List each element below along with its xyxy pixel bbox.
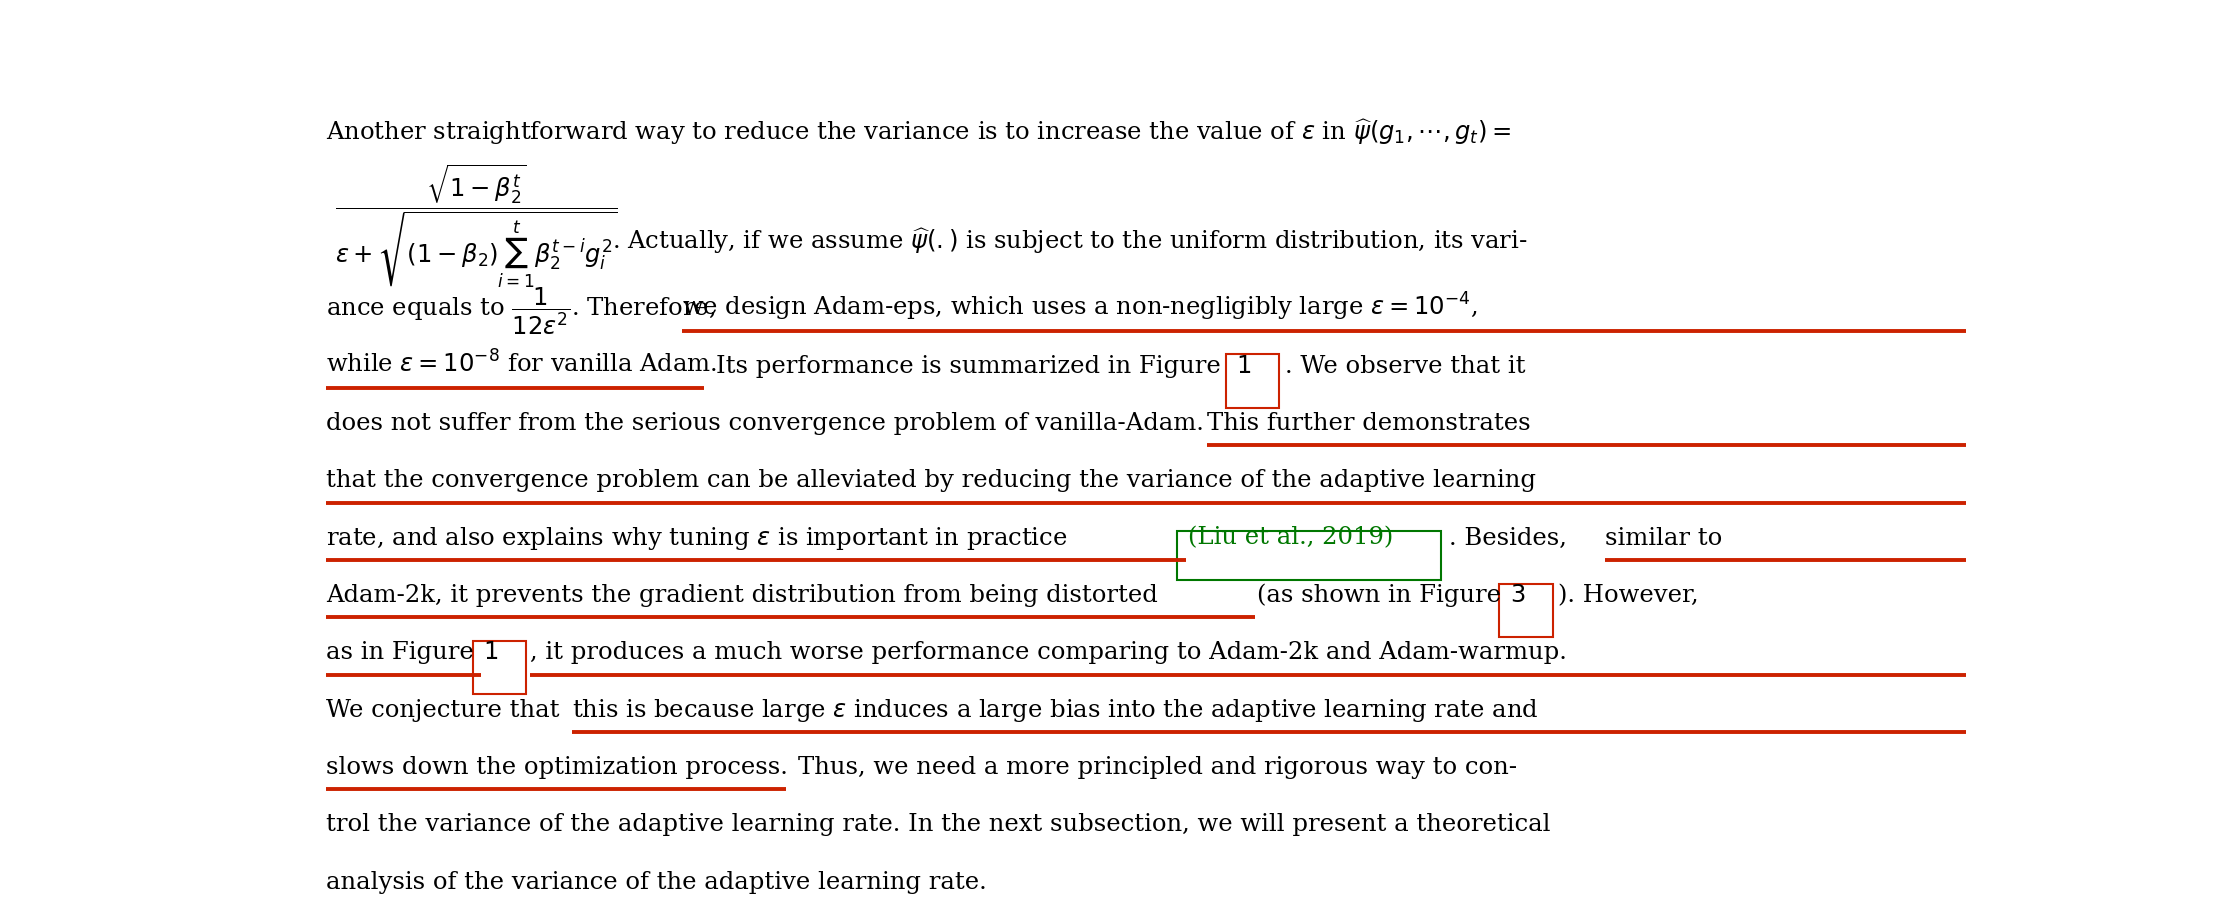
Text: This further demonstrates: This further demonstrates	[1207, 412, 1529, 435]
Text: trol the variance of the adaptive learning rate. In the next subsection, we will: trol the variance of the adaptive learni…	[326, 814, 1552, 836]
Text: . Actually, if we assume $\widehat{\psi}(.)$ is subject to the uniform distribut: . Actually, if we assume $\widehat{\psi}…	[613, 227, 1527, 256]
Text: (Liu et al., 2019): (Liu et al., 2019)	[1187, 527, 1393, 549]
Text: ance equals to $\dfrac{1}{12\epsilon^2}$. Therefore,: ance equals to $\dfrac{1}{12\epsilon^2}$…	[326, 285, 716, 337]
Text: while $\epsilon = 10^{-8}$ for vanilla Adam.: while $\epsilon = 10^{-8}$ for vanilla A…	[326, 350, 718, 378]
Text: as in Figure: as in Figure	[326, 641, 474, 665]
Text: We conjecture that: We conjecture that	[326, 698, 559, 722]
Text: does not suffer from the serious convergence problem of vanilla-Adam.: does not suffer from the serious converg…	[326, 412, 1205, 435]
Text: $1$: $1$	[1237, 355, 1252, 378]
Text: Adam-2k, it prevents the gradient distribution from being distorted: Adam-2k, it prevents the gradient distri…	[326, 584, 1158, 607]
Text: we design Adam-eps, which uses a non-negligibly large $\epsilon = 10^{-4}$,: we design Adam-eps, which uses a non-neg…	[682, 291, 1476, 322]
Text: ). However,: ). However,	[1558, 584, 1699, 607]
Text: Its performance is summarized in Figure: Its performance is summarized in Figure	[716, 355, 1221, 378]
Text: Another straightforward way to reduce the variance is to increase the value of $: Another straightforward way to reduce th…	[326, 118, 1512, 147]
Text: that the convergence problem can be alleviated by reducing the variance of the a: that the convergence problem can be alle…	[326, 469, 1536, 492]
Text: $3$: $3$	[1509, 584, 1525, 607]
Text: $1$: $1$	[483, 641, 499, 665]
Text: (as shown in Figure: (as shown in Figure	[1257, 584, 1500, 607]
Text: similar to: similar to	[1605, 527, 1722, 549]
Text: slows down the optimization process.: slows down the optimization process.	[326, 756, 787, 779]
Text: $\dfrac{\sqrt{1-\beta_2^t}}{\epsilon+\sqrt{(1-\beta_2)\sum_{i=1}^{t}\beta_2^{t-i: $\dfrac{\sqrt{1-\beta_2^t}}{\epsilon+\sq…	[335, 163, 617, 291]
Text: . Besides,: . Besides,	[1449, 527, 1567, 549]
Text: this is because large $\epsilon$ induces a large bias into the adaptive learning: this is because large $\epsilon$ induces…	[572, 696, 1538, 724]
Text: rate, and also explains why tuning $\epsilon$ is important in practice: rate, and also explains why tuning $\eps…	[326, 525, 1069, 551]
Text: analysis of the variance of the adaptive learning rate.: analysis of the variance of the adaptive…	[326, 871, 986, 893]
Text: , it produces a much worse performance comparing to Adam-2k and Adam-warmup.: , it produces a much worse performance c…	[530, 641, 1567, 665]
Text: Thus, we need a more principled and rigorous way to con-: Thus, we need a more principled and rigo…	[798, 756, 1516, 779]
Text: . We observe that it: . We observe that it	[1286, 355, 1525, 378]
